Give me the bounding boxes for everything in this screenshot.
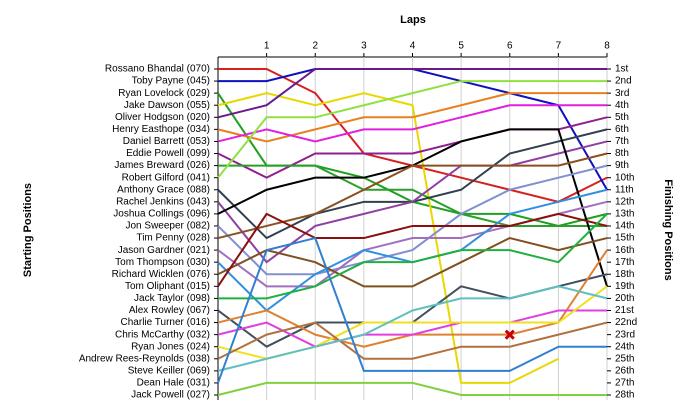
y2-tick-label: 21st [615,305,634,316]
legend-label: Daniel Barrett (053) [123,136,210,147]
legend-label: Alex Rowley (067) [129,305,210,316]
legend-label: Ryan Jones (024) [131,341,210,352]
legend-label: Tom Oliphant (015) [125,281,210,292]
legend-label: Rossano Bhandal (070) [105,64,210,75]
series-line [217,236,607,384]
legend-label: Charlie Turner (016) [121,317,210,328]
grid [214,53,611,400]
y2-tick-label: 4th [615,100,629,111]
series-line [217,236,608,288]
legend-label: Henry Easthope (034) [112,124,210,135]
series-line [217,104,607,143]
y2-tick-label: 6th [615,124,629,135]
x-tick-label: 3 [361,41,367,52]
y2-tick-label: 2nd [615,76,632,87]
series-line [217,68,607,119]
legend-label: Richard Wicklen (076) [112,269,210,280]
y2-tick-label: 12th [615,196,634,207]
series-line [217,321,608,360]
lines [217,68,608,396]
chart-title: Laps [400,14,426,26]
legend-label: Jake Dawson (055) [124,100,210,111]
series-line [218,213,608,300]
y2-tick-label: 14th [615,221,634,232]
y2-tick-label: 13th [615,209,634,220]
series-line [217,285,608,372]
y2-tick-label: 26th [615,365,634,376]
y2-tick-label: 19th [615,281,634,292]
series-line [217,80,607,179]
legend-label: Jason Gardner (021) [118,245,210,256]
legend-label: Chris McCarthy (032) [115,329,210,340]
legend-label: Eddie Powell (099) [126,148,210,159]
x-tick-label: 8 [604,41,610,52]
legend-label: Jon Sweeper (082) [126,221,211,232]
y2-tick-label: 10th [615,172,634,183]
y2-tick-label: 23rd [615,329,635,340]
y2-tick-label: 9th [615,160,629,171]
legend-label: Andrew Rees-Reynolds (038) [79,353,210,364]
legend-label: Joshua Collings (096) [113,209,210,220]
y2-tick-label: 18th [615,269,634,280]
legend-label: Dean Hale (031) [137,378,210,389]
series-line [217,212,608,287]
x-tick-label: 7 [556,41,562,52]
y2-tick-label: 25th [615,353,634,364]
legend-label: Ryan Lovelock (029) [118,88,210,99]
x-tick-label: 5 [458,41,464,52]
legend-label: Toby Payne (045) [132,76,210,87]
y2-tick-label: 8th [615,148,629,159]
y2-tick-label: 7th [615,136,629,147]
y2-tick-label: 3rd [615,88,629,99]
x-tick-label: 6 [507,41,513,52]
series-line [217,381,607,396]
y2-tick-label: 24th [615,341,634,352]
x-tick-label: 1 [264,41,270,52]
legend-label: Rachel Jenkins (043) [116,196,210,207]
marker-stroke [504,329,515,340]
y2-tick-label: 28th [615,390,634,401]
legend-label: Jack Taylor (098) [134,293,210,304]
y2-tick-label: 22nd [615,317,637,328]
series-line [217,140,608,264]
legend-label: Robert Gilford (041) [122,172,210,183]
y2-tick-label: 17th [615,257,634,268]
marker [504,329,515,340]
y2-axis-title: Finishing Positions [662,179,674,280]
x-tick-label: 4 [410,41,416,52]
y2-tick-label: 11th [615,184,634,195]
legend-label: Oliver Hodgson (020) [115,112,210,123]
y2-tick-label: 15th [615,233,634,244]
x-tick-label: 2 [312,41,318,52]
legend-label: Anthony Grace (088) [117,184,210,195]
legend-label: James Breward (026) [114,160,210,171]
y2-tick-label: 27th [615,378,634,389]
y2-tick-label: 1st [615,64,629,75]
series-line [217,92,607,143]
legend-label: Tom Thompson (030) [115,257,210,268]
series-line [218,164,607,227]
y2-tick-label: 16th [615,245,634,256]
series-line [217,164,608,276]
y2-tick-label: 5th [615,112,629,123]
y-axis-title: Starting Positions [22,183,34,277]
legend-label: Steve Keiller (069) [128,365,210,376]
legend-label: Jack Powell (027) [131,390,210,401]
legend-label: Tim Penny (028) [136,233,210,244]
y2-tick-label: 20th [615,293,634,304]
